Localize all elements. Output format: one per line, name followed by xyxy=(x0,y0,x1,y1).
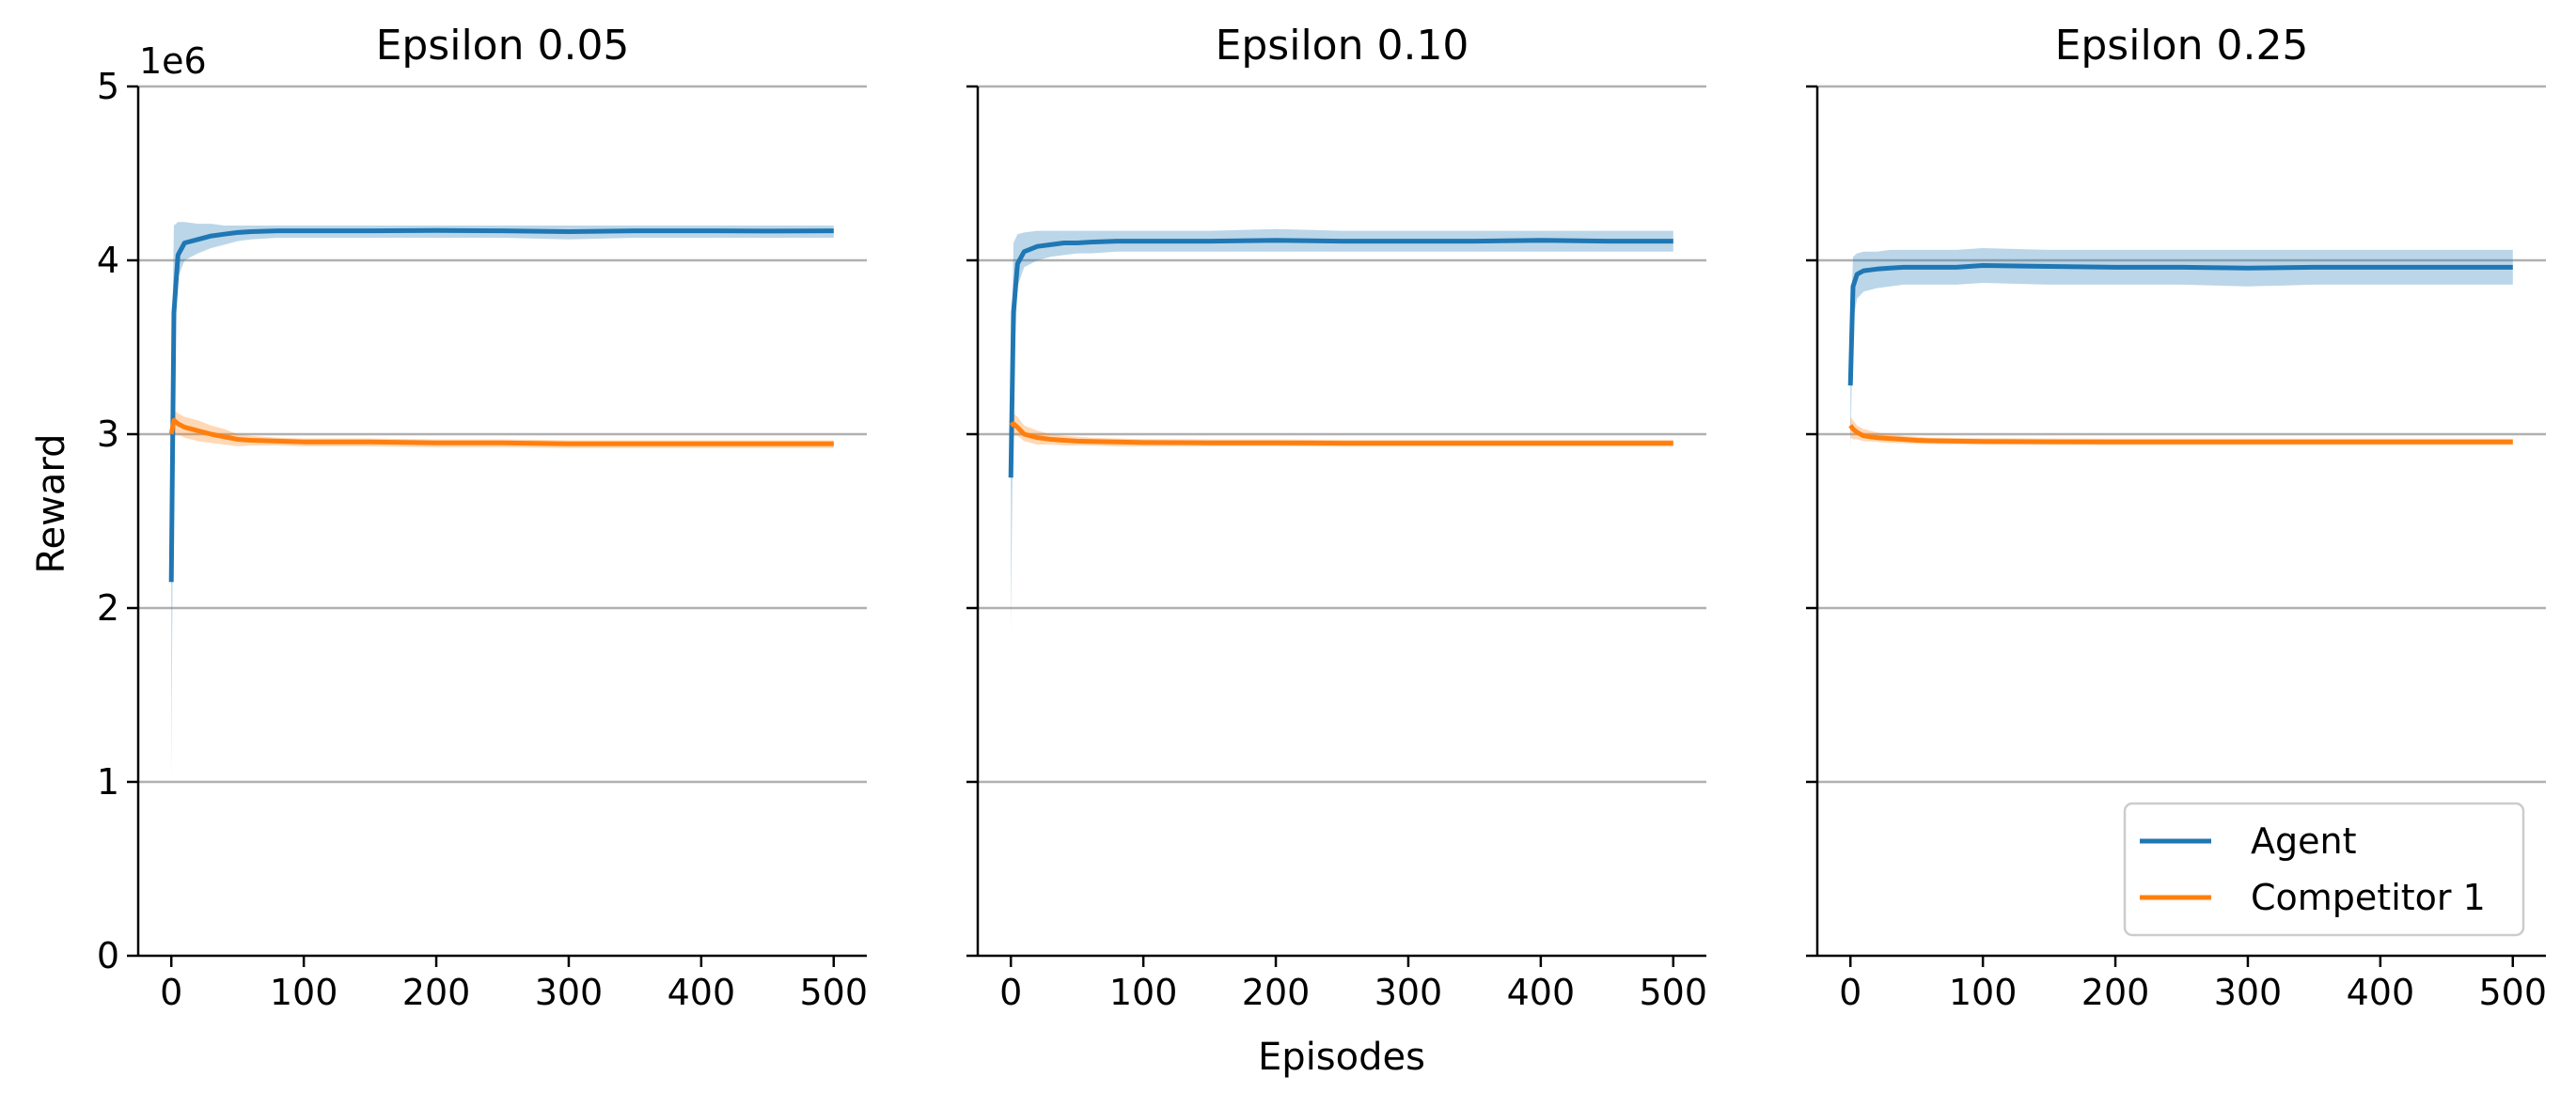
x-tick-label: 200 xyxy=(402,972,471,1013)
x-tick-label: 100 xyxy=(270,972,338,1013)
line-agent xyxy=(1847,263,2513,386)
x-tick-label: 200 xyxy=(1242,972,1311,1013)
x-axis-label: Episodes xyxy=(1258,1036,1425,1079)
legend-label-competitor-1: Competitor 1 xyxy=(2251,877,2486,918)
panels: 0 1 2 3 4 5 0 100 200 300 400 500 Epsilon 0.05 0 100 20… xyxy=(97,22,2547,1013)
line-agent xyxy=(1008,238,1673,478)
x-tick-label: 100 xyxy=(1109,972,1178,1013)
y-tick-label: 4 xyxy=(97,240,119,281)
y-tick-label: 3 xyxy=(97,414,119,455)
x-tick-label: 400 xyxy=(2347,972,2415,1013)
legend: Agent Competitor 1 xyxy=(2123,802,2525,937)
line-competitor-1 xyxy=(168,417,834,446)
band-agent xyxy=(1011,228,1673,631)
y-tick-label: 0 xyxy=(97,935,119,976)
panel-2: 0 100 200 300 400 500 Epsilon 0.10 xyxy=(966,22,1707,1013)
line-competitor-1 xyxy=(1009,421,1673,446)
panel-title: Epsilon 0.10 xyxy=(1216,22,1469,70)
band-agent xyxy=(1850,248,2513,452)
x-tick-label: 0 xyxy=(999,972,1022,1013)
y-axis-label: Reward xyxy=(30,434,73,574)
x-tick-label: 400 xyxy=(1507,972,1576,1013)
y-tick-label: 5 xyxy=(97,66,119,107)
x-tick-label: 400 xyxy=(668,972,736,1013)
x-tick-label: 300 xyxy=(1374,972,1443,1013)
panel-title: Epsilon 0.05 xyxy=(376,22,630,70)
y-tick-label: 2 xyxy=(97,587,119,629)
y-tick-label: 1 xyxy=(97,761,119,803)
panel-3: 0 100 200 300 400 500 Epsilon 0.25 xyxy=(1806,22,2547,1013)
x-tick-label: 500 xyxy=(800,972,869,1013)
band-competitor-1 xyxy=(171,410,834,456)
band-agent xyxy=(171,222,834,777)
x-tick-label: 100 xyxy=(1949,972,2018,1013)
legend-box xyxy=(2123,802,2525,937)
x-tick-label: 300 xyxy=(2214,972,2283,1013)
x-tick-label: 500 xyxy=(1640,972,1708,1013)
panel-1: 0 1 2 3 4 5 0 100 200 300 400 500 Epsilon 0.05 xyxy=(97,22,868,1013)
x-tick-label: 0 xyxy=(160,972,182,1013)
line-agent xyxy=(168,227,834,583)
x-tick-label: 300 xyxy=(535,972,604,1013)
panel-title: Epsilon 0.25 xyxy=(2055,22,2309,70)
y-offset-label: 1e6 xyxy=(139,40,207,82)
line-competitor-1 xyxy=(1848,424,2513,445)
x-tick-label: 200 xyxy=(2081,972,2150,1013)
x-tick-label: 500 xyxy=(2479,972,2548,1013)
x-tick-label: 0 xyxy=(1839,972,1861,1013)
legend-label-agent: Agent xyxy=(2251,820,2356,862)
